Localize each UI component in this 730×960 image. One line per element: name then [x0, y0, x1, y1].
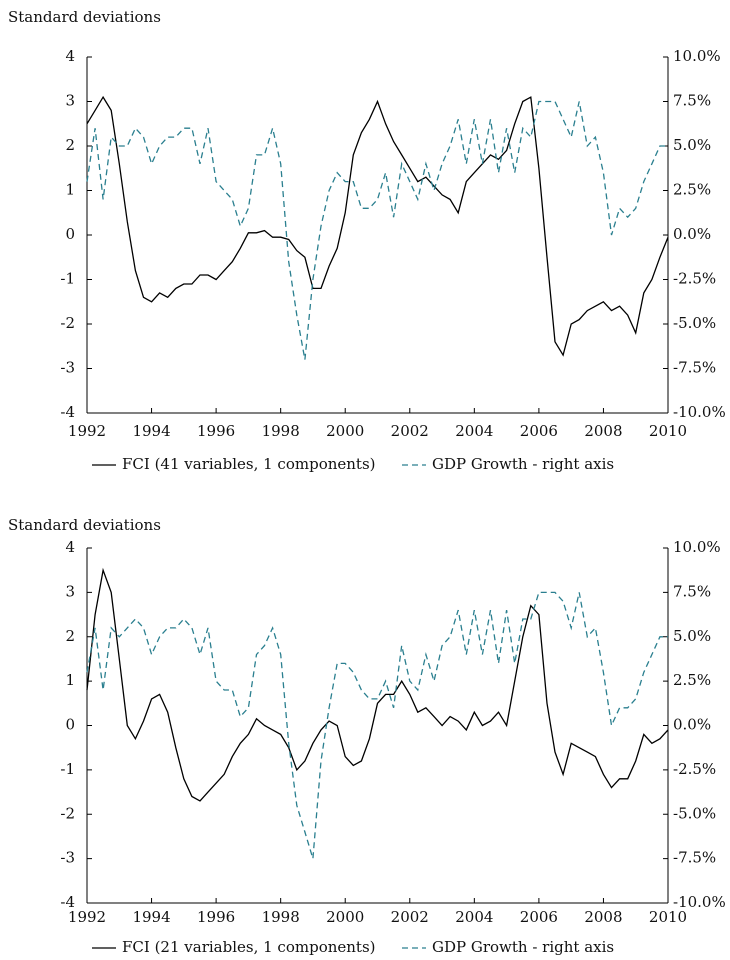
y-tick-label: 3	[65, 92, 75, 110]
y-tick-label: -4	[60, 403, 75, 421]
series-line	[86, 100, 668, 360]
y-tick-label: -1	[60, 270, 75, 288]
y-tick-label: 1	[65, 181, 75, 199]
x-tick-label: 1994	[132, 422, 170, 440]
legend-label: FCI (41 variables, 1 components)	[122, 455, 376, 473]
x-tick-label: 2006	[520, 908, 558, 926]
y2-tick-label: -5.0%	[673, 804, 716, 822]
x-tick-label: 2000	[326, 422, 364, 440]
y2-tick-label: -7.5%	[673, 359, 716, 377]
legend-label: GDP Growth - right axis	[432, 938, 614, 956]
y-tick-label: 4	[65, 47, 75, 65]
y2-tick-label: -7.5%	[673, 849, 716, 867]
x-tick-label: 1992	[68, 908, 106, 926]
x-tick-label: 2008	[584, 422, 622, 440]
y2-tick-label: 2.5%	[673, 181, 711, 199]
y2-tick-label: -5.0%	[673, 314, 716, 332]
x-tick-label: 2006	[520, 422, 558, 440]
y-tick-label: 2	[65, 627, 75, 645]
y-tick-label: 1	[65, 671, 75, 689]
x-tick-label: 1996	[197, 422, 235, 440]
y-tick-label: -1	[60, 760, 75, 778]
y2-tick-label: -2.5%	[673, 270, 716, 288]
x-tick-label: 1998	[262, 422, 300, 440]
legend-label: FCI (21 variables, 1 components)	[122, 938, 376, 956]
y2-tick-label: 7.5%	[673, 92, 711, 110]
x-tick-label: 1998	[262, 908, 300, 926]
y-tick-label: -2	[60, 314, 75, 332]
x-tick-label: 2000	[326, 908, 364, 926]
y2-tick-label: 5.0%	[673, 136, 711, 154]
y2-tick-label: -2.5%	[673, 760, 716, 778]
x-tick-label: 1996	[197, 908, 235, 926]
series-line	[86, 567, 669, 802]
y2-tick-label: 10.0%	[673, 47, 721, 65]
y-tick-label: -3	[60, 849, 75, 867]
x-tick-label: 2008	[584, 908, 622, 926]
y-tick-label: 0	[65, 225, 75, 243]
y2-tick-label: -10.0%	[673, 893, 726, 911]
y2-tick-label: 5.0%	[673, 627, 711, 645]
y-tick-label: -4	[60, 893, 75, 911]
x-tick-label: 2004	[455, 908, 493, 926]
x-tick-label: 2002	[391, 422, 429, 440]
y-tick-label: -3	[60, 359, 75, 377]
y-axis-label: Standard deviations	[8, 8, 161, 26]
y2-tick-label: 7.5%	[673, 582, 711, 600]
x-tick-label: 2010	[649, 422, 687, 440]
y-tick-label: -2	[60, 804, 75, 822]
y2-tick-label: 0.0%	[673, 225, 711, 243]
y2-tick-label: 0.0%	[673, 716, 711, 734]
legend-label: GDP Growth - right axis	[432, 455, 614, 473]
y2-tick-label: 2.5%	[673, 671, 711, 689]
y-tick-label: 3	[65, 582, 75, 600]
x-tick-label: 1994	[132, 908, 170, 926]
y-tick-label: 2	[65, 136, 75, 154]
x-tick-label: 2004	[455, 422, 493, 440]
y2-tick-label: -10.0%	[673, 403, 726, 421]
x-tick-label: 1992	[68, 422, 106, 440]
series-line	[86, 95, 669, 357]
x-tick-label: 2010	[649, 908, 687, 926]
y-axis-label: Standard deviations	[8, 516, 161, 534]
x-tick-label: 2002	[391, 908, 429, 926]
y-tick-label: 4	[65, 538, 75, 556]
y-tick-label: 0	[65, 716, 75, 734]
series-line	[86, 591, 668, 859]
y2-tick-label: 10.0%	[673, 538, 721, 556]
